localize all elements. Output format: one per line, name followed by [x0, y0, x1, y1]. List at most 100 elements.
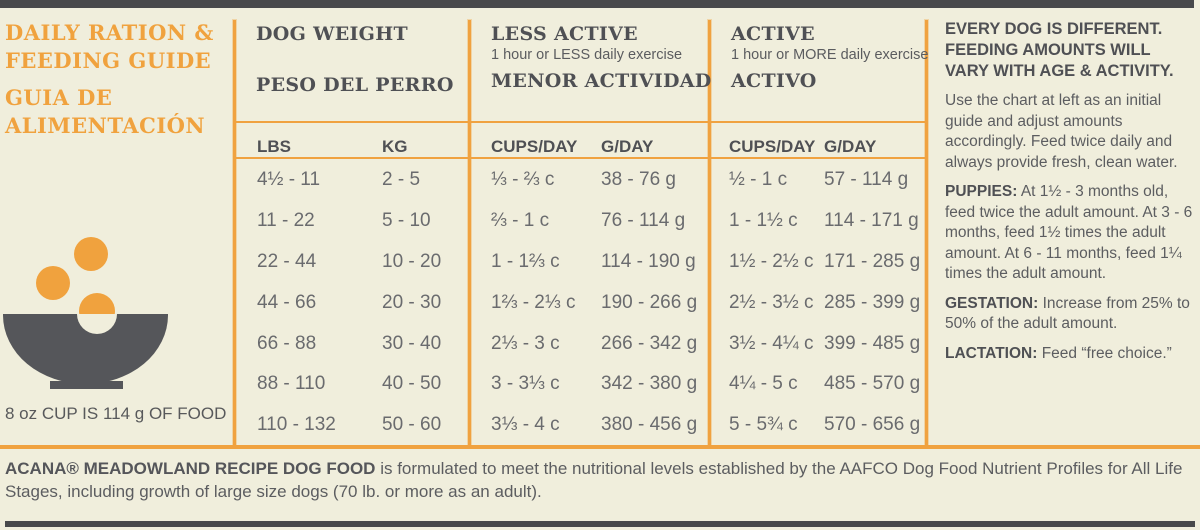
table-row: 3⅓ - 4 c 380 - 456 g [471, 405, 708, 446]
a-cups-value: 2½ - 3½ c [729, 291, 814, 313]
la-g-value: 342 - 380 g [601, 373, 698, 395]
advisory-intro: Use the chart at left as an initial guid… [945, 92, 1178, 171]
lbs-value: 110 - 132 [257, 414, 336, 436]
a-g-value: 285 - 399 g [824, 291, 921, 313]
table-row: 22 - 44 10 - 20 [236, 242, 468, 283]
kibble-dot-icon [36, 266, 70, 300]
a-g-value: 399 - 485 g [824, 332, 921, 354]
kg-value: 10 - 20 [382, 250, 442, 272]
divider [468, 20, 471, 447]
column-header-spanish: PESO DEL PERRO [256, 74, 454, 96]
a-cups-value: 5 - 5¾ c [729, 414, 798, 436]
aafco-statement: ACANA® MEADOWLAND RECIPE DOG FOOD is for… [5, 457, 1195, 503]
less-active-table-body: ⅓ - ⅔ c 38 - 76 g ⅔ - 1 c 76 - 114 g 1 - 1⅔ … [471, 160, 708, 446]
la-g-value: 114 - 190 g [601, 250, 696, 272]
a-cups-value: 4¼ - 5 c [729, 373, 798, 395]
table-row: 66 - 88 30 - 40 [236, 323, 468, 364]
a-cups-value: 1½ - 2½ c [729, 250, 814, 272]
a-cups-value: 3½ - 4¼ c [729, 332, 814, 354]
table-row: 110 - 132 50 - 60 [236, 405, 468, 446]
table-row: 3 - 3⅓ c 342 - 380 g [471, 364, 708, 405]
column-less-active: LESS ACTIVE 1 hour or LESS daily exercis… [471, 8, 711, 448]
table-row: 4½ - 11 2 - 5 [236, 160, 468, 201]
subheader-grams: G/DAY [601, 137, 654, 156]
kg-value: 30 - 40 [382, 332, 442, 354]
panel-title-english: DAILY RATION & FEEDING GUIDE [5, 19, 214, 75]
table-row: 2½ - 3½ c 285 - 399 g [711, 282, 925, 323]
cup-size-note: 8 oz CUP IS 114 g OF FOOD [5, 404, 227, 423]
gestation-note: GESTATION: Increase from 25% to 50% of t… [945, 294, 1195, 335]
divider [234, 121, 926, 123]
divider [234, 157, 926, 159]
divider [233, 20, 236, 447]
subheader-kg: KG [382, 137, 408, 156]
la-cups-value: 3⅓ - 4 c [491, 414, 560, 436]
column-subtitle: 1 hour or MORE daily exercise [731, 47, 929, 63]
kibble-dot-icon [79, 293, 115, 314]
kibble-dot-icon [74, 237, 108, 271]
advisory-panel: EVERY DOG IS DIFFERENT. FEEDING AMOUNTS … [945, 19, 1195, 373]
puppies-label: PUPPIES: [945, 183, 1018, 200]
a-g-value: 570 - 656 g [824, 414, 921, 436]
subheader-cups: CUPS/DAY [729, 137, 816, 156]
table-row: 1⅔ - 2⅓ c 190 - 266 g [471, 282, 708, 323]
table-row: 3½ - 4¼ c 399 - 485 g [711, 323, 925, 364]
la-g-value: 76 - 114 g [601, 210, 686, 232]
puppies-text: At 1½ - 3 months old, feed twice the adu… [945, 183, 1193, 282]
la-g-value: 380 - 456 g [601, 414, 698, 436]
bottom-border-bar [5, 521, 1195, 527]
la-cups-value: 2⅓ - 3 c [491, 332, 560, 354]
column-active: ACTIVE 1 hour or MORE daily exercise ACT… [711, 8, 929, 448]
column-header-spanish: ACTIVO [731, 70, 817, 92]
column-subtitle: 1 hour or LESS daily exercise [491, 47, 683, 63]
la-g-value: 266 - 342 g [601, 332, 698, 354]
la-cups-value: 3 - 3⅓ c [491, 373, 560, 395]
advisory-heading: EVERY DOG IS DIFFERENT. FEEDING AMOUNTS … [945, 20, 1174, 80]
a-g-value: 171 - 285 g [824, 250, 921, 272]
subheader-grams: G/DAY [824, 137, 877, 156]
title-line: ALIMENTACIÓN [5, 113, 206, 138]
divider [0, 445, 1200, 449]
a-g-value: 485 - 570 g [824, 373, 921, 395]
la-cups-value: 1 - 1⅔ c [491, 250, 560, 272]
la-cups-value: ⅔ - 1 c [491, 210, 550, 232]
divider [708, 20, 711, 447]
column-header: ACTIVE [731, 23, 815, 45]
lbs-value: 4½ - 11 [257, 169, 321, 191]
kg-value: 2 - 5 [382, 169, 421, 191]
la-g-value: 38 - 76 g [601, 169, 676, 191]
a-cups-value: ½ - 1 c [729, 169, 788, 191]
title-line: GUIA DE [5, 85, 113, 110]
table-row: ⅔ - 1 c 76 - 114 g [471, 201, 708, 242]
gestation-text: Increase from 25% to 50% of the adult am… [945, 294, 1190, 333]
column-header-spanish: MENOR ACTIVIDAD [491, 70, 712, 92]
a-g-value: 114 - 171 g [824, 210, 919, 232]
column-header: LESS ACTIVE [491, 23, 638, 45]
table-row: 2⅓ - 3 c 266 - 342 g [471, 323, 708, 364]
title-line: DAILY RATION & [5, 20, 214, 45]
subheader-row: LBS KG [236, 130, 468, 164]
subheader-row: CUPS/DAY G/DAY [471, 130, 708, 164]
table-row: ⅓ - ⅔ c 38 - 76 g [471, 160, 708, 201]
table-row: 1 - 1⅔ c 114 - 190 g [471, 242, 708, 283]
subheader-row: CUPS/DAY G/DAY [711, 130, 925, 164]
a-g-value: 57 - 114 g [824, 169, 909, 191]
title-line: FEEDING GUIDE [5, 48, 212, 73]
table-row: 1½ - 2½ c 171 - 285 g [711, 242, 925, 283]
a-cups-value: 1 - 1½ c [729, 210, 798, 232]
kg-value: 40 - 50 [382, 373, 442, 395]
active-table-body: ½ - 1 c 57 - 114 g 1 - 1½ c 114 - 171 g 1½ -… [711, 160, 925, 446]
table-row: 88 - 110 40 - 50 [236, 364, 468, 405]
weight-table-body: 4½ - 11 2 - 5 11 - 22 5 - 10 22 - 44 10 - 20 4… [236, 160, 468, 446]
bowl-foot [50, 381, 123, 389]
kibble-bowl-icon [0, 237, 235, 397]
table-row: 44 - 66 20 - 30 [236, 282, 468, 323]
kg-value: 5 - 10 [382, 210, 431, 232]
puppies-note: PUPPIES: At 1½ - 3 months old, feed twic… [945, 182, 1195, 285]
lbs-value: 88 - 110 [257, 373, 326, 395]
subheader-lbs: LBS [257, 137, 291, 156]
kg-value: 20 - 30 [382, 291, 442, 313]
lactation-label: LACTATION: [945, 344, 1038, 362]
table-row: ½ - 1 c 57 - 114 g [711, 160, 925, 201]
divider [925, 20, 928, 447]
